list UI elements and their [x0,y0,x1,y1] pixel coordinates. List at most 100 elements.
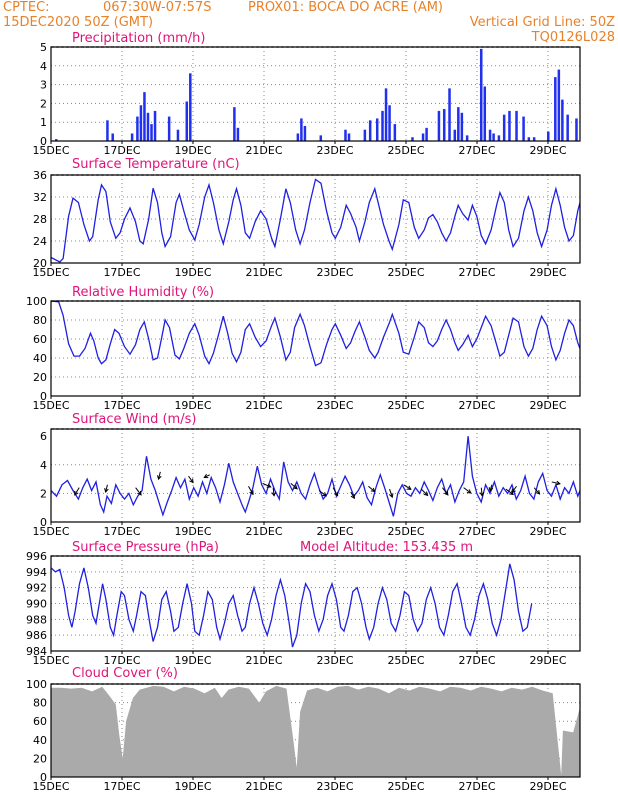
x-tick-label: 23DEC [316,654,353,667]
wind-arrow-shaft [463,487,472,494]
x-tick-label: 17DEC [103,780,140,793]
x-tick-label: 15DEC [32,654,69,667]
wind-arrow-shaft [272,487,275,496]
y-tick-label: 20 [33,257,47,270]
wind-arrow [290,482,298,490]
y-tick-label: 60 [33,715,47,728]
wind-arrow [104,484,109,494]
precip-bar [460,112,464,141]
precip-bar [296,133,300,141]
wind-arrow [203,473,210,479]
y-tick-label: 994 [26,566,47,579]
wind-arrow [488,484,494,493]
wind-arrow-shaft [480,487,483,496]
y-tick-label: 100 [26,678,47,691]
wind-arrow-shaft [368,485,376,493]
y-tick-label: 40 [33,734,47,747]
wind-arrow-head [535,489,541,495]
y-tick-label: 992 [26,582,47,595]
temperature-line [50,178,581,263]
y-tick-label: 20 [33,752,47,765]
precip-bar [130,133,134,141]
panel-pressure: 984 986 988 990 992 994 996 15DEC 17DEC 19DEC 21DE… [26,540,581,667]
precip-bar [437,110,441,141]
y-tick-label: 4 [40,60,47,73]
wind-arrow-head [104,488,109,494]
wind-arrow-shaft [511,485,517,493]
wind-arrow-head [189,478,194,484]
x-tick-label: 15DEC [32,144,69,157]
station-coords: 067:30W-07:57S [103,0,212,15]
pressure-line [50,563,533,648]
wind-arrow-head [293,484,298,490]
x-tick-label: 15DEC [32,525,69,538]
y-tick-label: 988 [26,613,47,626]
precip-bar [393,124,397,141]
y-tick-label: 80 [33,314,47,327]
y-tick-label: 2 [40,487,47,500]
wind-arrow-shaft [551,481,560,485]
precip-bar [236,127,240,141]
wind-arrow-head [271,491,277,497]
x-tick-label: 21DEC [245,525,282,538]
y-tick-label: 4 [40,459,47,472]
precip-bar [233,107,236,141]
x-tick-label: 27DEC [458,780,495,793]
x-tick-label: 19DEC [174,780,211,793]
precip-bar [55,139,58,141]
wind-arrow-head [249,490,254,496]
x-tick-label: 19DEC [174,399,211,412]
y-tick-label: 0 [40,771,47,784]
wind-arrow [388,488,394,499]
x-tick-label: 21DEC [245,266,282,279]
x-tick-label: 21DEC [245,654,282,667]
source-label: CPTEC: [3,0,50,15]
precip-bar [497,135,501,141]
wind-arrow-head [466,489,472,494]
x-tick-label: 25DEC [387,780,424,793]
precip-bar [363,129,367,141]
y-tick-label: 990 [26,598,47,611]
x-tick-label: 25DEC [387,399,424,412]
x-tick-label: 17DEC [103,525,140,538]
x-tick-label: 19DEC [174,654,211,667]
x-tick-label: 29DEC [529,399,566,412]
x-tick-label: 21DEC [245,780,282,793]
x-tick-label: 25DEC [387,144,424,157]
precip-bar [575,118,578,141]
precip-bar [561,99,564,141]
wind-arrow-shaft [442,487,449,496]
x-tick-label: 21DEC [245,144,282,157]
wind-arrow-shaft [158,471,161,480]
precip-bar [566,114,569,141]
x-tick-label: 25DEC [387,654,424,667]
wind-arrow [350,491,355,500]
precip-bar [300,118,303,141]
precip-bar [557,69,561,141]
x-tick-label: 29DEC [529,525,566,538]
precip-bar [522,116,525,141]
x-tick-label: 15DEC [32,780,69,793]
wind-arrow-shaft [105,484,108,493]
x-tick-label: 19DEC [174,266,211,279]
y-tick-label: 36 [33,169,47,182]
precip-bar [375,118,379,141]
precip-bar [139,105,143,141]
precip-bar [502,114,506,141]
panel-frame [50,300,581,397]
panel-title: Precipitation (mm/h) [72,31,205,46]
y-tick-label: 986 [26,629,47,642]
wind-arrow-head [266,483,272,488]
wind-arrow [188,475,194,484]
x-tick-label: 27DEC [458,654,495,667]
wind-arrow-shaft [389,488,393,498]
precip-bar [465,135,469,141]
panel-title: Surface Pressure (hPa) [72,540,219,555]
y-tick-label: 6 [40,430,47,443]
wind-arrow [318,490,328,497]
precip-bar [411,137,414,141]
precip-bar [457,107,460,141]
wind-arrow-head [157,475,162,481]
x-tick-label: 19DEC [174,144,211,157]
precip-bar [153,110,157,141]
